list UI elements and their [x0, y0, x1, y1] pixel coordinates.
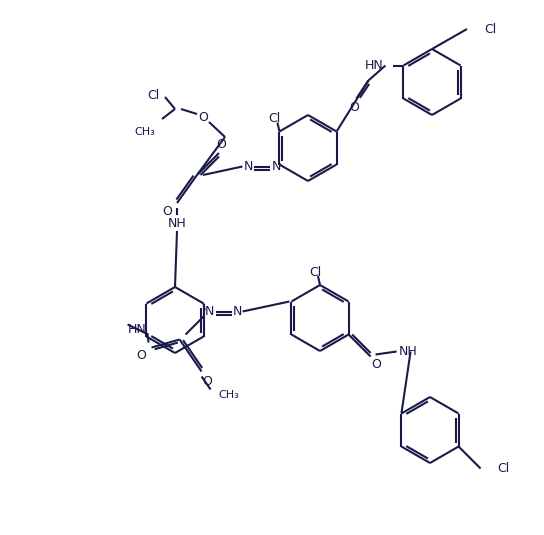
- Text: NH: NH: [168, 217, 187, 230]
- Text: N: N: [244, 160, 253, 173]
- Text: Cl: Cl: [268, 112, 281, 125]
- Text: N: N: [272, 160, 281, 173]
- Text: N: N: [205, 305, 214, 318]
- Text: HN: HN: [364, 59, 384, 72]
- Text: HN: HN: [128, 323, 147, 336]
- Text: O: O: [137, 349, 146, 362]
- Text: Cl: Cl: [484, 22, 496, 35]
- Text: O: O: [216, 137, 226, 150]
- Text: CH₃: CH₃: [134, 127, 155, 137]
- Text: O: O: [162, 204, 172, 218]
- Text: NH: NH: [399, 345, 417, 358]
- Text: O: O: [349, 101, 360, 114]
- Text: O: O: [372, 358, 381, 371]
- Text: O: O: [203, 375, 213, 388]
- Text: Cl: Cl: [309, 265, 321, 279]
- Text: Cl: Cl: [147, 88, 159, 102]
- Text: N: N: [233, 305, 242, 318]
- Text: O: O: [198, 111, 208, 124]
- Text: Cl: Cl: [498, 462, 510, 475]
- Text: CH₃: CH₃: [219, 391, 239, 401]
